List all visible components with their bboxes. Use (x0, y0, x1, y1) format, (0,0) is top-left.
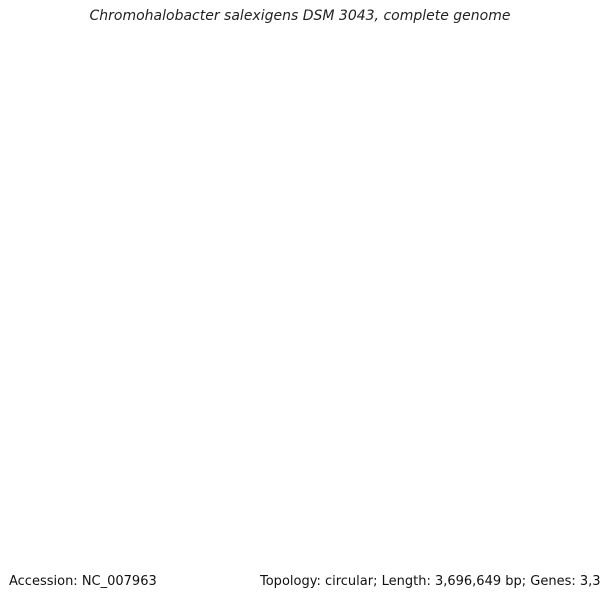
genome-stats-text: Topology: circular; Length: 3,696,649 bp… (260, 574, 600, 589)
map-title: Chromohalobacter salexigens DSM 3043, co… (89, 8, 511, 24)
accession-text: Accession: NC_007963 (9, 574, 157, 589)
